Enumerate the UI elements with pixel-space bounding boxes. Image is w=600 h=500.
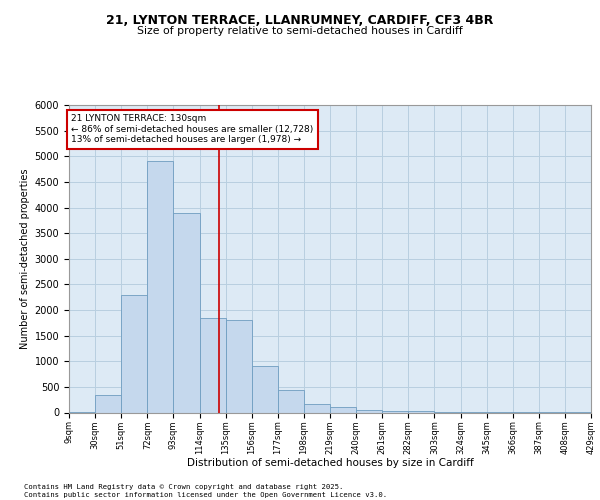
Bar xyxy=(95,394,121,412)
Bar xyxy=(226,320,252,412)
Text: Contains HM Land Registry data © Crown copyright and database right 2025.
Contai: Contains HM Land Registry data © Crown c… xyxy=(24,484,387,498)
Bar xyxy=(330,407,356,412)
Text: 21 LYNTON TERRACE: 130sqm
← 86% of semi-detached houses are smaller (12,728)
13%: 21 LYNTON TERRACE: 130sqm ← 86% of semi-… xyxy=(71,114,314,144)
Y-axis label: Number of semi-detached properties: Number of semi-detached properties xyxy=(20,168,31,349)
X-axis label: Distribution of semi-detached houses by size in Cardiff: Distribution of semi-detached houses by … xyxy=(187,458,473,468)
Bar xyxy=(148,162,173,412)
Bar xyxy=(382,410,409,412)
Bar xyxy=(304,404,330,412)
Bar xyxy=(252,366,278,412)
Bar xyxy=(121,294,148,412)
Bar xyxy=(199,318,226,412)
Text: Size of property relative to semi-detached houses in Cardiff: Size of property relative to semi-detach… xyxy=(137,26,463,36)
Bar xyxy=(356,410,382,412)
Bar xyxy=(278,390,304,412)
Bar xyxy=(173,212,199,412)
Text: 21, LYNTON TERRACE, LLANRUMNEY, CARDIFF, CF3 4BR: 21, LYNTON TERRACE, LLANRUMNEY, CARDIFF,… xyxy=(106,14,494,27)
